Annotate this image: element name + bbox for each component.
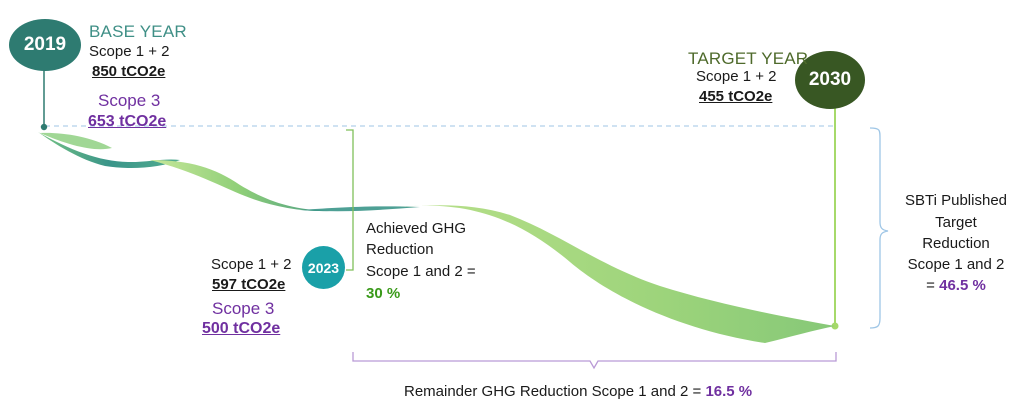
base-scope3-value: 653 tCO2e (88, 113, 167, 130)
sbti-line-2: Target (935, 214, 977, 231)
target-year-heading: TARGET YEAR (688, 49, 809, 68)
achieved-bracket (346, 129, 354, 271)
remainder-text: Remainder GHG Reduction Scope 1 and 2 = (404, 383, 702, 400)
current-scope12-value: 597 tCO2e (212, 276, 286, 293)
sbti-percent-line: = 46.5 % (892, 277, 1020, 294)
sbti-brace (869, 127, 889, 329)
achieved-line-2: Reduction (366, 241, 434, 258)
sbti-equals: = (926, 277, 935, 294)
target-year-number: 2030 (808, 69, 852, 90)
current-scope12-label: Scope 1 + 2 (211, 256, 292, 273)
current-scope3-value: 500 tCO2e (202, 320, 281, 337)
remainder-brace (352, 352, 837, 370)
ribbon-segment-5 (400, 205, 835, 343)
sbti-percent: 46.5 % (939, 277, 986, 294)
sbti-line-1: SBTi Published (905, 192, 1007, 209)
current-year-circle: 2023 (302, 246, 345, 289)
ribbon-segment-2 (40, 132, 112, 150)
sbti-line-3: Reduction (922, 235, 990, 252)
ribbon-segment-1 (38, 132, 180, 168)
sbti-line-4: Scope 1 and 2 (907, 256, 1005, 273)
target-scope12-value: 455 tCO2e (699, 88, 773, 105)
remainder-line: Remainder GHG Reduction Scope 1 and 2 = … (404, 383, 752, 400)
achieved-percent: 30 % (366, 285, 401, 302)
target-scope12-label: Scope 1 + 2 (696, 68, 777, 85)
ribbon-segment-4 (300, 206, 420, 212)
base-year-heading: BASE YEAR (89, 22, 187, 41)
target-year-circle: 2030 (795, 51, 865, 109)
base-year-circle: 2019 (9, 19, 81, 71)
remainder-percent: 16.5 % (705, 383, 753, 400)
base-year-number: 2019 (23, 34, 67, 55)
achieved-line-1: Achieved GHG (366, 220, 467, 237)
base-scope12-label: Scope 1 + 2 (89, 43, 170, 60)
base-dot (40, 123, 48, 131)
achieved-line-3: Scope 1 and 2 = (366, 263, 476, 280)
base-scope3-label: Scope 3 (98, 91, 161, 110)
base-scope12-value: 850 tCO2e (92, 63, 166, 80)
current-year-number: 2023 (307, 259, 340, 276)
ribbon-segment-3 (150, 160, 330, 212)
current-scope3-label: Scope 3 (212, 299, 275, 318)
